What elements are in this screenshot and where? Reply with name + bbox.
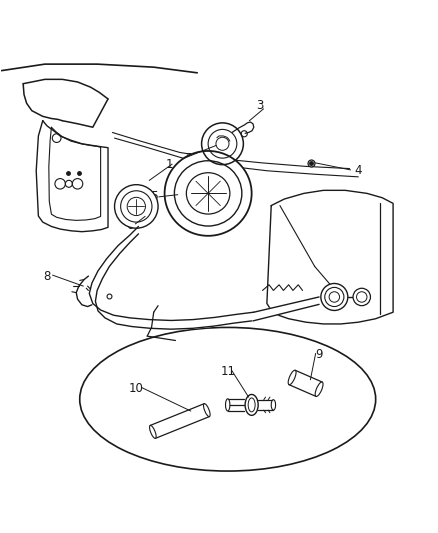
Ellipse shape bbox=[325, 287, 344, 306]
Ellipse shape bbox=[149, 425, 156, 439]
Ellipse shape bbox=[321, 284, 348, 310]
Ellipse shape bbox=[288, 370, 296, 385]
Text: 8: 8 bbox=[43, 270, 51, 282]
Ellipse shape bbox=[204, 403, 210, 417]
Polygon shape bbox=[253, 297, 319, 321]
Text: 1: 1 bbox=[165, 158, 173, 171]
Polygon shape bbox=[289, 370, 322, 397]
Ellipse shape bbox=[357, 292, 367, 302]
Ellipse shape bbox=[226, 399, 230, 411]
Text: 2: 2 bbox=[185, 152, 192, 165]
Ellipse shape bbox=[127, 197, 145, 215]
Text: 3: 3 bbox=[257, 99, 264, 112]
Text: 6: 6 bbox=[126, 219, 134, 232]
Text: 11: 11 bbox=[220, 365, 235, 378]
Ellipse shape bbox=[80, 327, 376, 471]
Text: 10: 10 bbox=[129, 382, 144, 395]
Ellipse shape bbox=[329, 292, 339, 302]
Ellipse shape bbox=[248, 398, 255, 412]
Ellipse shape bbox=[353, 288, 371, 305]
Ellipse shape bbox=[120, 191, 152, 222]
Text: -5: -5 bbox=[148, 190, 159, 204]
Text: 9: 9 bbox=[315, 348, 323, 361]
Ellipse shape bbox=[315, 382, 323, 397]
Ellipse shape bbox=[245, 394, 258, 415]
Ellipse shape bbox=[174, 161, 242, 226]
Text: 4: 4 bbox=[354, 164, 362, 177]
Ellipse shape bbox=[115, 184, 158, 228]
Polygon shape bbox=[89, 227, 252, 329]
Ellipse shape bbox=[165, 151, 252, 236]
Ellipse shape bbox=[186, 173, 230, 214]
Polygon shape bbox=[150, 403, 209, 438]
Ellipse shape bbox=[271, 400, 276, 410]
